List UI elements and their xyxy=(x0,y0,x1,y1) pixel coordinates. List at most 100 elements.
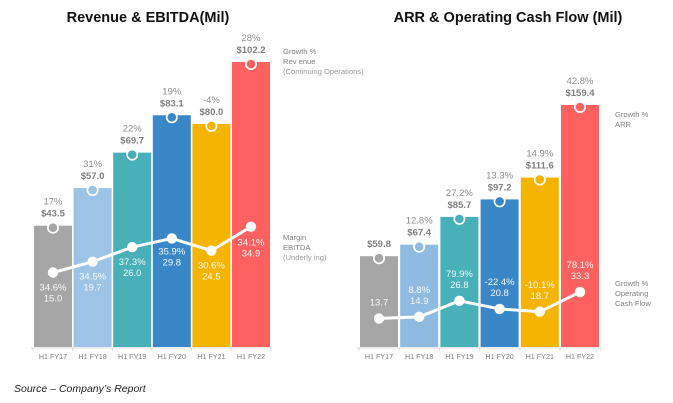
legend-bar-text: Growth % xyxy=(615,110,649,119)
bar-h1-fy17 xyxy=(360,256,398,347)
bar-growth-label: 13.3% xyxy=(486,170,513,181)
chart-revenue-ebitda: Revenue & EBITDA(Mil) $43.517% H1 FY17 $57.… xyxy=(31,10,364,361)
line-point xyxy=(574,286,586,298)
x-tick-label: H1 FY22 xyxy=(566,352,594,361)
legend-line-text: EBITDA xyxy=(283,243,311,252)
line-point xyxy=(373,313,385,324)
x-tick-label: H1 FY19 xyxy=(118,352,146,361)
x-tick-label: H1 FY21 xyxy=(526,352,554,361)
bar-marker xyxy=(535,175,545,184)
bar-value-label: $85.7 xyxy=(448,200,472,211)
legend-line-text: Growth % xyxy=(615,279,649,288)
line-point xyxy=(127,242,138,253)
bar-marker xyxy=(246,59,256,69)
line-point xyxy=(166,233,177,244)
ebitda-margin-label: 34.1% xyxy=(238,238,265,249)
bar-h1-fy20 xyxy=(480,199,519,347)
bar-marker xyxy=(127,150,137,159)
chart-title: Revenue & EBITDA(Mil) xyxy=(67,10,230,26)
line-ocf xyxy=(378,290,581,321)
bar-value-label: $111.6 xyxy=(526,161,554,172)
bar-h1-fy21 xyxy=(520,177,559,347)
bar-marker xyxy=(88,185,97,195)
ebitda-margin-label: 35.9% xyxy=(158,246,185,257)
bar-growth-label: 12.8% xyxy=(406,216,433,227)
legend-line-text: Cash Flow xyxy=(615,299,651,308)
line-point xyxy=(245,221,257,232)
bar-growth-label: 28% xyxy=(241,33,261,44)
ebitda-value-label: 34.9 xyxy=(242,249,261,260)
ocf-growth-label: 79.9% xyxy=(446,269,473,280)
bar-value-label: $43.5 xyxy=(41,209,65,220)
legend-bar-text: Rev enue xyxy=(283,57,316,66)
ocf-value-label: 18.7 xyxy=(531,291,550,302)
x-tick-label: H1 FY17 xyxy=(365,352,393,361)
line-point xyxy=(414,311,425,323)
x-tick-label: H1 FY22 xyxy=(237,352,265,361)
bar-growth-label: 27.2% xyxy=(446,188,473,199)
ebitda-value-label: 24.5 xyxy=(202,272,221,283)
x-tick-label: H1 FY20 xyxy=(485,352,513,361)
ebitda-value-label: 26.0 xyxy=(123,268,142,279)
ocf-growth-label: 78.1% xyxy=(567,260,594,271)
bar-h1-fy19 xyxy=(440,216,479,347)
x-tick-label: H1 FY18 xyxy=(78,352,106,361)
source-note: Source – Company’s Report xyxy=(14,383,146,395)
bar-h1-fy21 xyxy=(192,123,231,347)
line-point xyxy=(454,295,465,307)
bar-value-label: $102.2 xyxy=(236,45,265,56)
bar-marker xyxy=(48,223,58,232)
bar-h1-fy18 xyxy=(73,188,112,347)
bar-h1-fy20 xyxy=(152,115,191,347)
bar-growth-label: 31% xyxy=(83,159,103,170)
ebitda-margin-label: 37.3% xyxy=(119,257,146,268)
bar-value-label: $159.4 xyxy=(565,88,595,99)
bar-marker xyxy=(495,197,504,206)
bar-value-label: $80.0 xyxy=(200,107,224,118)
bar-h1-fy17 xyxy=(34,225,72,347)
ocf-growth-label: -10.1% xyxy=(525,280,556,291)
line-point xyxy=(534,306,545,317)
bar-value-label: $57.0 xyxy=(81,171,105,182)
bar-growth-label: 42.8% xyxy=(567,76,594,87)
legend-bar-text: Growth % xyxy=(283,47,317,56)
ocf-growth-label: 8.8% xyxy=(408,285,430,296)
bar-value-label: $59.8 xyxy=(367,239,391,250)
chart-arr-ocf: ARR & Operating Cash Flow (Mil) $59.8 H1 F… xyxy=(357,10,651,361)
bar-value-label: $97.2 xyxy=(488,182,512,193)
bar-growth-label: 14.9% xyxy=(526,149,553,160)
bar-value-label: $67.4 xyxy=(407,228,431,239)
x-tick-label: H1 FY19 xyxy=(445,352,473,361)
x-tick-label: H1 FY17 xyxy=(39,352,67,361)
ebitda-value-label: 15.0 xyxy=(44,294,63,305)
ocf-value-label: 20.8 xyxy=(490,288,509,299)
ebitda-value-label: 19.7 xyxy=(83,283,102,294)
bar-marker xyxy=(575,102,585,112)
x-tick-label: H1 FY18 xyxy=(405,352,433,361)
legend-line-text: (Underly ing) xyxy=(283,253,327,262)
line-point xyxy=(47,267,59,278)
ocf-growth-label: -22.4% xyxy=(485,277,516,288)
ocf-value-label: 14.9 xyxy=(410,296,429,307)
bar-h1-fy22 xyxy=(561,105,599,347)
bar-growth-label: 19% xyxy=(162,86,182,97)
legend-line-text: Operating xyxy=(615,289,648,298)
bar-marker xyxy=(207,121,216,131)
ocf-value-label: 26.8 xyxy=(450,280,469,291)
line-ebitda xyxy=(52,225,252,274)
legend-bar-text: ARR xyxy=(615,120,632,129)
bar-marker xyxy=(414,242,424,251)
chart-title: ARR & Operating Cash Flow (Mil) xyxy=(394,10,623,26)
line-point xyxy=(206,245,217,256)
ebitda-margin-label: 34.5% xyxy=(79,272,106,283)
bar-marker xyxy=(374,253,384,263)
bar-growth-label: 17% xyxy=(43,197,63,208)
line-point xyxy=(494,303,505,315)
bar-value-label: $69.7 xyxy=(120,136,144,147)
line-point xyxy=(87,256,98,267)
bar-value-label: $83.1 xyxy=(160,98,184,109)
bar-marker xyxy=(167,112,177,122)
bar-growth-label: -4% xyxy=(203,95,220,106)
legend-bar-text: (Continuing Operations) xyxy=(283,67,364,76)
